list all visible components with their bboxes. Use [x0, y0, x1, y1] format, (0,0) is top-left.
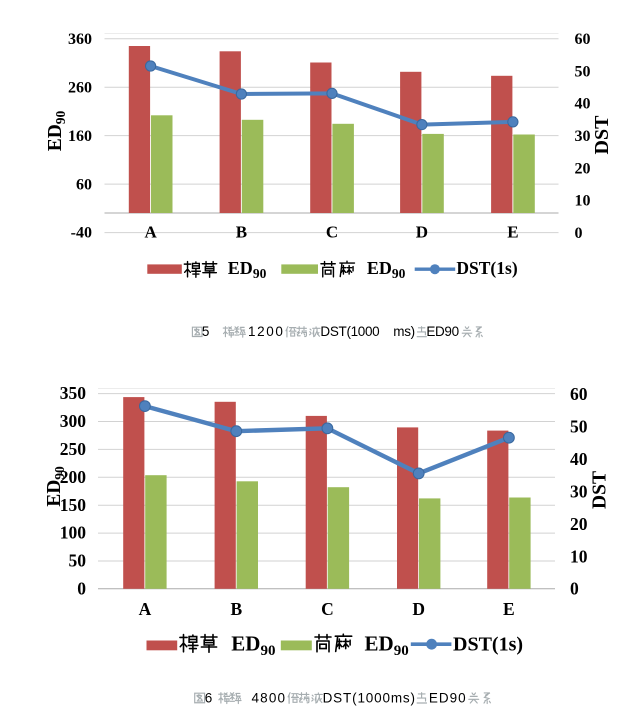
- svg-text:ED90: ED90: [44, 466, 67, 507]
- svg-text:150: 150: [60, 495, 87, 515]
- svg-text:100: 100: [60, 523, 87, 543]
- svg-text:350: 350: [60, 383, 87, 403]
- svg-text:20: 20: [575, 160, 591, 177]
- svg-text:ED90: ED90: [228, 258, 267, 281]
- svg-text:ED90: ED90: [231, 632, 275, 660]
- svg-text:D: D: [416, 223, 428, 242]
- svg-text:DST(1s): DST(1s): [456, 258, 517, 278]
- svg-text:ED90: ED90: [45, 110, 68, 151]
- svg-text:-40: -40: [71, 225, 92, 242]
- svg-text:B: B: [230, 599, 242, 619]
- svg-text:D: D: [412, 599, 425, 619]
- svg-text:ms): ms): [393, 324, 415, 339]
- svg-text:DST(1000ms): DST(1000ms): [323, 691, 415, 706]
- svg-text:DST: DST: [590, 471, 611, 509]
- svg-text:30: 30: [575, 128, 591, 145]
- svg-text:1200: 1200: [248, 324, 283, 339]
- svg-text:360: 360: [68, 31, 92, 48]
- svg-text:260: 260: [68, 80, 92, 97]
- svg-text:40: 40: [570, 449, 588, 469]
- svg-text:10: 10: [575, 193, 591, 210]
- svg-text:60: 60: [76, 176, 92, 193]
- svg-text:6: 6: [205, 691, 213, 706]
- svg-text:0: 0: [77, 579, 86, 599]
- svg-text:ED90: ED90: [429, 691, 466, 706]
- svg-text:50: 50: [69, 551, 87, 571]
- svg-text:E: E: [503, 599, 515, 619]
- svg-text:B: B: [236, 223, 247, 242]
- svg-text:0: 0: [570, 579, 579, 599]
- svg-text:200: 200: [60, 467, 87, 487]
- svg-text:250: 250: [60, 439, 87, 459]
- svg-text:DST(1000: DST(1000: [320, 324, 379, 339]
- svg-text:60: 60: [575, 31, 591, 48]
- svg-text:10: 10: [570, 546, 588, 566]
- svg-text:ED90: ED90: [367, 258, 406, 281]
- svg-text:160: 160: [68, 128, 92, 145]
- svg-text:A: A: [139, 599, 152, 619]
- svg-text:50: 50: [570, 417, 588, 437]
- svg-text:A: A: [144, 223, 157, 242]
- svg-text:5: 5: [202, 324, 210, 339]
- svg-text:E: E: [507, 223, 518, 242]
- svg-text:50: 50: [575, 63, 591, 80]
- svg-text:4800: 4800: [252, 691, 286, 706]
- svg-text:300: 300: [60, 411, 87, 431]
- svg-text:0: 0: [575, 225, 583, 242]
- svg-text:DST(1s): DST(1s): [453, 634, 523, 656]
- svg-text:ED90: ED90: [426, 324, 459, 339]
- svg-text:40: 40: [575, 96, 591, 113]
- svg-text:C: C: [321, 599, 334, 619]
- svg-text:20: 20: [570, 514, 588, 534]
- svg-text:DST: DST: [591, 115, 613, 155]
- svg-text:30: 30: [570, 482, 588, 502]
- svg-text:C: C: [326, 223, 338, 242]
- svg-text:ED90: ED90: [365, 632, 409, 660]
- svg-text:60: 60: [570, 384, 588, 404]
